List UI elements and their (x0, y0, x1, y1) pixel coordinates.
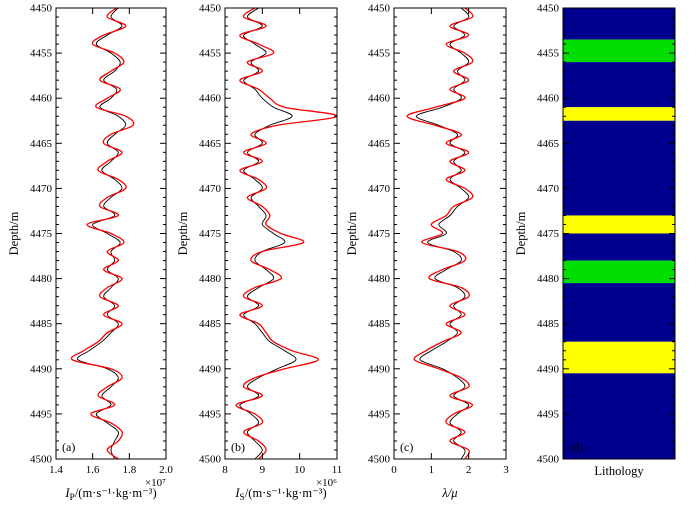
y-tick-label: 4455 (368, 48, 391, 60)
axes-box (562, 7, 676, 460)
curve-measured (239, 8, 297, 459)
panel-b: 4450 4455 4460 4465 4470 4475 4480 4485 4490 4495… (176, 3, 342, 504)
plot-background (394, 8, 506, 459)
y-tick-label: 4490 (30, 363, 53, 375)
axes-box (55, 7, 167, 460)
y-tick-label: 4480 (537, 273, 560, 285)
panel-d: 4450 4455 4460 4465 4470 4475 4480 4485 4490 4495… (514, 3, 676, 478)
curve-inverted (406, 8, 474, 459)
y-tick-label: 4495 (368, 408, 391, 420)
lithology-segment (563, 120, 675, 216)
y-tick-label: 4490 (537, 363, 560, 375)
x-tick-label: 1.8 (122, 464, 136, 476)
y-axis-label: Depth/m (514, 211, 528, 255)
y-tick-label: 4455 (30, 48, 53, 60)
y-tick-label: 4470 (368, 183, 391, 195)
curve-inverted (235, 8, 337, 459)
y-tick-label: 4490 (199, 363, 222, 375)
axes-box (393, 7, 507, 460)
x-tick-label: 3 (503, 464, 509, 476)
panel-letter-label: (b) (231, 440, 245, 454)
y-tick-label: 4485 (368, 318, 391, 330)
y-tick-label: 4475 (30, 228, 53, 240)
curve-measured (415, 8, 470, 459)
x-tick-label: 2 (466, 464, 472, 476)
y-axis-label: Depth/m (7, 211, 21, 255)
y-tick-label: 4460 (368, 93, 391, 105)
x-axis-label: Lithology (594, 464, 644, 478)
x-axis-label: IS/(m·s⁻¹·kg·m⁻³) (234, 486, 326, 503)
lithology-segment (563, 373, 675, 459)
panel-letter-label: (a) (62, 440, 75, 454)
x-tick-label: 1 (429, 464, 435, 476)
y-tick-label: 4460 (30, 93, 53, 105)
y-tick-label: 4475 (199, 228, 222, 240)
y-tick-label: 4475 (368, 228, 391, 240)
y-tick-label: 4485 (537, 318, 560, 330)
lithology-segment (563, 215, 675, 234)
x-axis-label: λ/μ (441, 486, 457, 500)
panel-a: 4450 4455 4460 4465 4470 4475 4480 4485 4490 4495… (7, 3, 173, 504)
panel-letter-label: (c) (400, 440, 413, 454)
y-tick-label: 4480 (199, 273, 222, 285)
y-tick-label: 4470 (537, 183, 560, 195)
y-tick-label: 4500 (30, 454, 53, 466)
y-tick-label: 4470 (199, 183, 222, 195)
panel-c: 4450 4455 4460 4465 4470 4475 4480 4485 4490 4495… (345, 3, 509, 501)
y-axis-label: Depth/m (176, 211, 190, 255)
axes-box (224, 7, 338, 460)
x-tick-label: 0 (391, 464, 397, 476)
lithology-segment (563, 341, 675, 374)
x-tick-label: 1.4 (49, 464, 63, 476)
y-tick-label: 4465 (537, 138, 560, 150)
x-tick-label: 11 (332, 464, 343, 476)
axis-scale-label: ×10⁶ (316, 477, 337, 489)
y-tick-label: 4450 (30, 3, 53, 15)
curve-inverted (70, 8, 135, 459)
x-tick-label: 10 (294, 464, 306, 476)
y-tick-label: 4500 (537, 454, 560, 466)
x-tick-label: 2.0 (159, 464, 173, 476)
y-tick-label: 4500 (368, 454, 391, 466)
x-tick-label: 8 (222, 464, 228, 476)
y-tick-label: 4480 (30, 273, 53, 285)
y-tick-label: 4470 (30, 183, 53, 195)
y-tick-label: 4490 (368, 363, 391, 375)
y-tick-label: 4450 (537, 3, 560, 15)
panel-letter-label: (d) (569, 440, 583, 454)
x-tick-label: 1.6 (86, 464, 100, 476)
y-tick-label: 4495 (30, 408, 53, 420)
x-axis-label: IP/(m·s⁻¹·kg·m⁻³) (64, 486, 156, 503)
y-tick-label: 4475 (537, 228, 560, 240)
y-tick-label: 4455 (199, 48, 222, 60)
lithology-segment (563, 39, 675, 63)
y-axis-label: Depth/m (345, 211, 359, 255)
y-tick-label: 4460 (199, 93, 222, 105)
y-tick-label: 4465 (199, 138, 222, 150)
y-tick-label: 4465 (30, 138, 53, 150)
lithology-segment (563, 62, 675, 108)
lithology-segment (563, 8, 675, 40)
y-tick-label: 4460 (537, 93, 560, 105)
x-tick-label: 9 (260, 464, 266, 476)
y-tick-label: 4455 (537, 48, 560, 60)
lithology-segment (563, 107, 675, 121)
lithology-segment (563, 233, 675, 261)
axis-scale-label: ×10⁷ (145, 477, 166, 489)
y-tick-label: 4465 (368, 138, 391, 150)
y-tick-label: 4495 (199, 408, 222, 420)
y-tick-label: 4485 (30, 318, 53, 330)
lithology-segment (563, 260, 675, 284)
y-tick-label: 4450 (368, 3, 391, 15)
y-tick-label: 4450 (199, 3, 222, 15)
y-tick-label: 4480 (368, 273, 391, 285)
y-tick-label: 4500 (199, 454, 222, 466)
lithology-segment (563, 283, 675, 342)
y-tick-label: 4495 (537, 408, 560, 420)
y-tick-label: 4485 (199, 318, 222, 330)
